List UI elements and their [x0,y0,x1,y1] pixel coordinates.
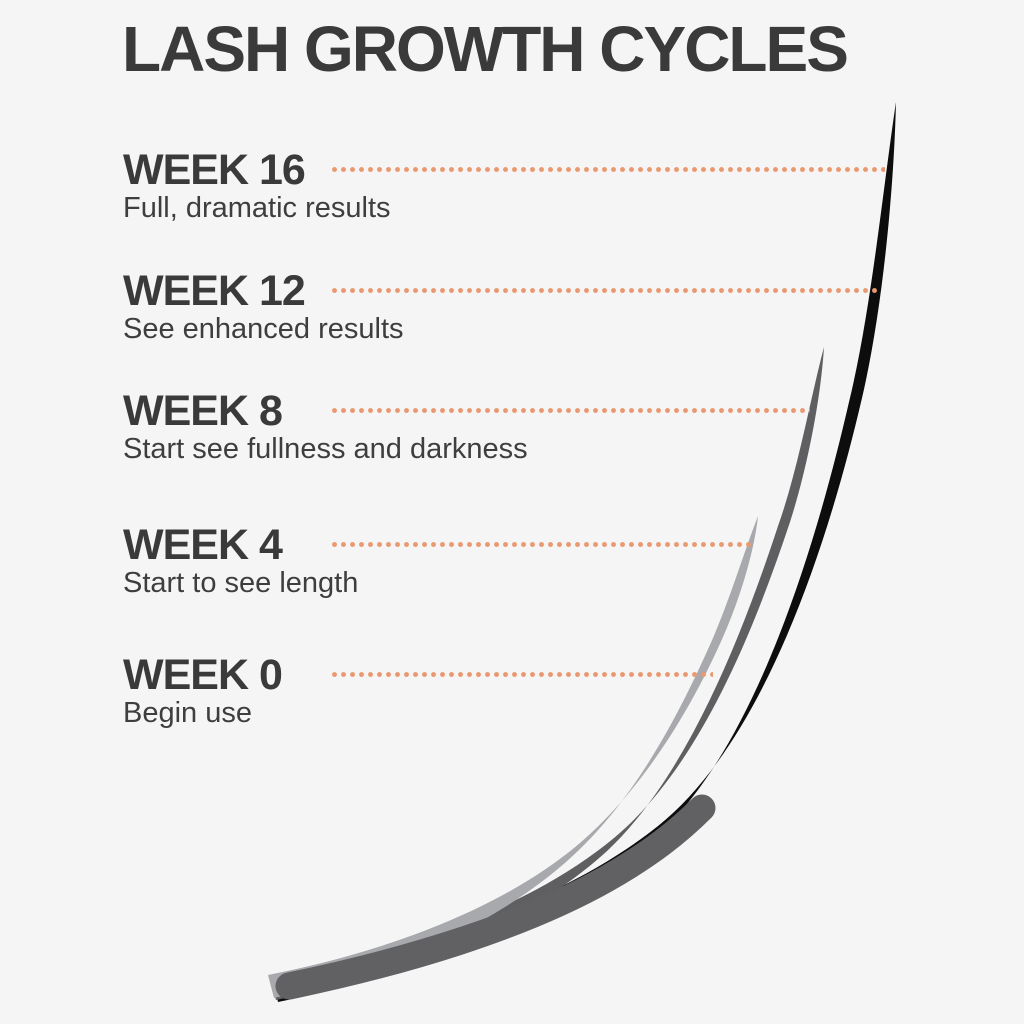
week-row-12: WEEK 12 See enhanced results [0,267,1024,357]
week-row-16: WEEK 16 Full, dramatic results [0,146,1024,236]
page-title: LASH GROWTH CYCLES [122,13,849,85]
dotted-leader-line [332,167,885,173]
week-row-8: WEEK 8 Start see fullness and darkness [0,387,1024,477]
dotted-leader-line [332,672,713,678]
lash-shortest-icon [268,516,758,998]
week-label: WEEK 12 [123,267,306,315]
week-description: Begin use [123,697,252,729]
dotted-leader-line [332,542,752,548]
dotted-leader-line [332,408,810,414]
week-label: WEEK 16 [123,146,306,194]
week-label: WEEK 4 [123,521,283,569]
lash-base-icon [275,794,716,1000]
week-description: See enhanced results [123,313,404,345]
week-label: WEEK 0 [123,651,283,699]
week-row-0: WEEK 0 Begin use [0,651,1024,741]
week-description: Start see fullness and darkness [123,433,528,465]
dotted-leader-line [332,288,878,294]
week-description: Full, dramatic results [123,192,391,224]
week-description: Start to see length [123,567,359,599]
week-label: WEEK 8 [123,387,283,435]
week-row-4: WEEK 4 Start to see length [0,521,1024,611]
